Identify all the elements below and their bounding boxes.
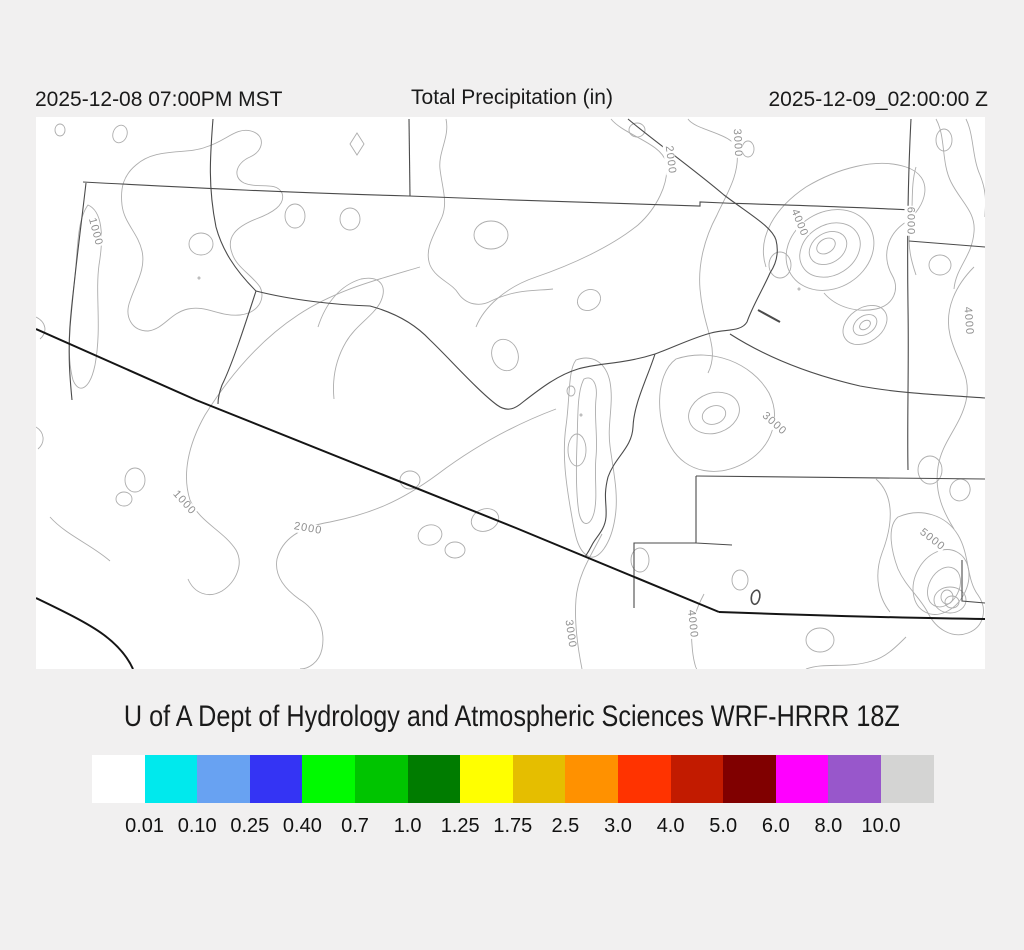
figure-caption: U of A Dept of Hydrology and Atmospheric… [0,700,1024,734]
contour-elevation-label: 6000 [904,205,917,237]
colorbar-swatch [197,755,250,803]
colorbar-tick-label: 1.25 [440,815,480,837]
colorbar-tick-label: 0.10 [177,815,217,837]
colorbar-swatch [144,755,198,803]
colorbar-ticks: 0.01 0.10 0.25 0.40 0.7 1.0 1.25 1.75 2.5 3.0 4.0 5… [0,815,1024,841]
colorbar-swatch [92,755,145,803]
colorbar-tick-label: 0.25 [230,815,270,837]
colorbar-tick-label: 6.0 [761,815,790,837]
colorbar-swatch [565,755,618,803]
colorbar-swatch [302,755,355,803]
map-canvas [36,118,985,669]
colorbar-swatch [723,755,776,803]
colorbar-swatch [828,755,881,803]
colorbar-tick-label: 3.0 [604,815,632,837]
contour-elevation-label: 4000 [961,305,976,337]
contour-elevation-label: 2000 [662,144,679,176]
colorbar-tick-label: 8.0 [814,815,843,837]
colorbar-tick-label: 5.0 [709,815,738,837]
colorbar-swatch [460,755,513,803]
caption-text: U of A Dept of Hydrology and Atmospheric… [124,700,900,733]
plot-title: Total Precipitation (in) [411,86,613,109]
colorbar-tick-label: 10.0 [861,815,901,837]
valid-time-local: 2025-12-08 07:00PM MST [35,88,283,111]
colorbar-swatch [880,755,934,803]
terrain-contour-lines [36,118,985,669]
border-lines [36,328,985,669]
colorbar [92,755,934,803]
colorbar-swatch [512,755,566,803]
colorbar-tick-label: 0.01 [125,815,165,837]
colorbar-tick-label: 1.75 [493,815,533,837]
valid-time-utc: 2025-12-09_02:00:00 Z [768,88,988,111]
colorbar-swatch [617,755,671,803]
precip-contour-map: 1000 2000 3000 4000 6000 4000 3000 1000 2000 5000… [36,117,985,669]
colorbar-swatch [249,755,303,803]
contour-elevation-label: 3000 [730,127,745,159]
colorbar-swatch [775,755,829,803]
colorbar-swatch [354,755,408,803]
colorbar-tick-label: 4.0 [656,815,685,837]
colorbar-swatch [407,755,461,803]
colorbar-tick-label: 2.5 [551,815,580,837]
colorbar-swatch [670,755,724,803]
colorbar-tick-label: 0.7 [341,815,369,837]
county-boundary-lines [68,118,985,608]
contour-elevation-label: 4000 [684,608,700,640]
colorbar-tick-label: 0.40 [282,815,322,837]
colorbar-tick-label: 1.0 [393,815,422,837]
